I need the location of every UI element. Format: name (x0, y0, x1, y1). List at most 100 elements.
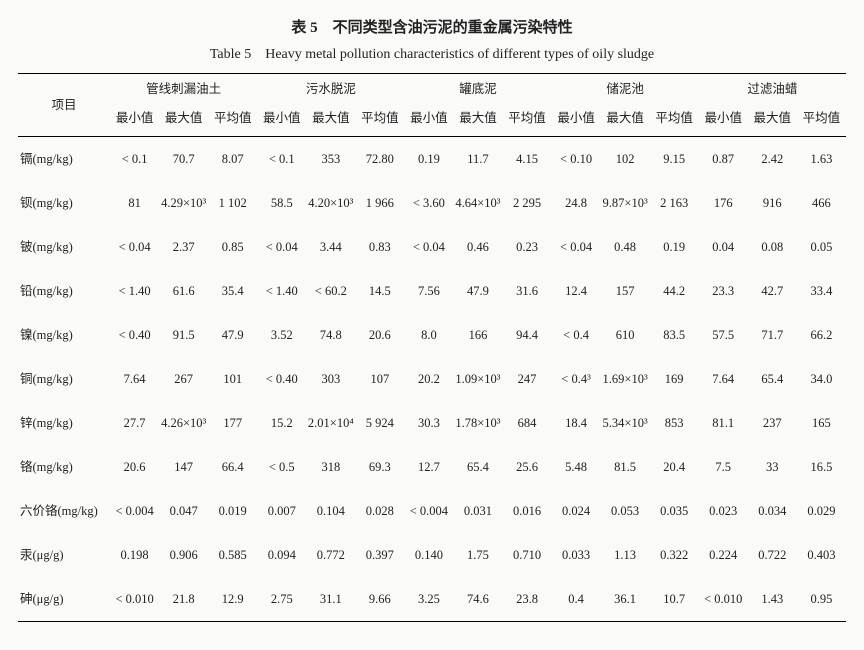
cell: 0.403 (797, 533, 846, 577)
cell: 65.4 (748, 357, 797, 401)
cell: 1.13 (601, 533, 650, 577)
cell: 7.64 (110, 357, 159, 401)
cell: 3.44 (306, 225, 355, 269)
cell: 7.5 (699, 445, 748, 489)
table-head: 项目 管线刺漏油土 污水脱泥 罐底泥 储泥池 过滤油蜡 最小值 最大值 平均值 … (18, 74, 846, 137)
cell: 23.3 (699, 269, 748, 313)
header-group-row: 项目 管线刺漏油土 污水脱泥 罐底泥 储泥池 过滤油蜡 (18, 74, 846, 106)
header-sub-row: 最小值 最大值 平均值 最小值 最大值 平均值 最小值 最大值 平均值 最小值 … (18, 105, 846, 137)
row-label: 铍(mg/kg) (18, 225, 110, 269)
cell: 166 (453, 313, 502, 357)
header-sub: 平均值 (650, 105, 699, 137)
cell: 4.64×10³ (453, 181, 502, 225)
cell: 1.09×10³ (453, 357, 502, 401)
page: 表 5 不同类型含油污泥的重金属污染特性 Table 5 Heavy metal… (0, 0, 864, 646)
cell: < 0.4³ (552, 357, 601, 401)
cell: < 0.04 (404, 225, 453, 269)
cell: < 0.1 (110, 137, 159, 182)
cell: < 0.40 (257, 357, 306, 401)
cell: 0.198 (110, 533, 159, 577)
header-sub: 最大值 (453, 105, 502, 137)
row-label: 铅(mg/kg) (18, 269, 110, 313)
table-row: 铍(mg/kg)< 0.042.370.85< 0.043.440.83< 0.… (18, 225, 846, 269)
cell: 610 (601, 313, 650, 357)
cell: 0.028 (355, 489, 404, 533)
cell: 0.023 (699, 489, 748, 533)
cell: 0.772 (306, 533, 355, 577)
cell: 0.48 (601, 225, 650, 269)
cell: < 60.2 (306, 269, 355, 313)
table-row: 汞(μg/g)0.1980.9060.5850.0940.7720.3970.1… (18, 533, 846, 577)
cell: 247 (502, 357, 551, 401)
table-title-en: Table 5 Heavy metal pollution characteri… (18, 43, 846, 63)
cell: 36.1 (601, 577, 650, 622)
table-row: 铜(mg/kg)7.64267101< 0.4030310720.21.09×1… (18, 357, 846, 401)
cell: < 0.10 (552, 137, 601, 182)
header-sub: 最大值 (748, 105, 797, 137)
cell: 10.7 (650, 577, 699, 622)
cell: 3.52 (257, 313, 306, 357)
cell: 81.5 (601, 445, 650, 489)
cell: 31.1 (306, 577, 355, 622)
cell: 74.8 (306, 313, 355, 357)
table-row: 铅(mg/kg)< 1.4061.635.4< 1.40< 60.214.57.… (18, 269, 846, 313)
cell: < 0.40 (110, 313, 159, 357)
table-title-cn: 表 5 不同类型含油污泥的重金属污染特性 (18, 16, 846, 37)
cell: 0.722 (748, 533, 797, 577)
cell: 12.9 (208, 577, 257, 622)
cell: 9.66 (355, 577, 404, 622)
row-label: 铜(mg/kg) (18, 357, 110, 401)
cell: 0.397 (355, 533, 404, 577)
cell: 169 (650, 357, 699, 401)
cell: 1.43 (748, 577, 797, 622)
cell: 267 (159, 357, 208, 401)
cell: 8.0 (404, 313, 453, 357)
cell: < 0.4 (552, 313, 601, 357)
cell: 30.3 (404, 401, 453, 445)
cell: 0.016 (502, 489, 551, 533)
cell: 23.8 (502, 577, 551, 622)
cell: 4.15 (502, 137, 551, 182)
cell: 0.05 (797, 225, 846, 269)
cell: 20.6 (355, 313, 404, 357)
cell: 177 (208, 401, 257, 445)
table-row: 钡(mg/kg)814.29×10³1 10258.54.20×10³1 966… (18, 181, 846, 225)
header-sub: 最小值 (257, 105, 306, 137)
cell: 4.26×10³ (159, 401, 208, 445)
cell: 0.140 (404, 533, 453, 577)
header-sub: 最大值 (159, 105, 208, 137)
table-row: 砷(μg/g)< 0.01021.812.92.7531.19.663.2574… (18, 577, 846, 622)
cell: 0.024 (552, 489, 601, 533)
cell: 8.07 (208, 137, 257, 182)
cell: 4.20×10³ (306, 181, 355, 225)
cell: 65.4 (453, 445, 502, 489)
cell: 3.25 (404, 577, 453, 622)
cell: 0.04 (699, 225, 748, 269)
row-label: 汞(μg/g) (18, 533, 110, 577)
cell: 147 (159, 445, 208, 489)
cell: 466 (797, 181, 846, 225)
cell: 20.2 (404, 357, 453, 401)
header-sub: 平均值 (797, 105, 846, 137)
cell: 58.5 (257, 181, 306, 225)
cell: 0.029 (797, 489, 846, 533)
cell: 16.5 (797, 445, 846, 489)
cell: 33.4 (797, 269, 846, 313)
cell: 11.7 (453, 137, 502, 182)
cell: < 0.010 (699, 577, 748, 622)
cell: 0.034 (748, 489, 797, 533)
cell: 24.8 (552, 181, 601, 225)
table-body: 镉(mg/kg)< 0.170.78.07< 0.135372.800.1911… (18, 137, 846, 622)
cell: 0.4 (552, 577, 601, 622)
row-label: 镉(mg/kg) (18, 137, 110, 182)
cell: < 0.04 (257, 225, 306, 269)
cell: < 0.010 (110, 577, 159, 622)
table-row: 镍(mg/kg)< 0.4091.547.93.5274.820.68.0166… (18, 313, 846, 357)
cell: 2.42 (748, 137, 797, 182)
cell: < 1.40 (110, 269, 159, 313)
cell: 353 (306, 137, 355, 182)
row-label: 砷(μg/g) (18, 577, 110, 622)
cell: 0.104 (306, 489, 355, 533)
cell: 20.4 (650, 445, 699, 489)
cell: 12.4 (552, 269, 601, 313)
